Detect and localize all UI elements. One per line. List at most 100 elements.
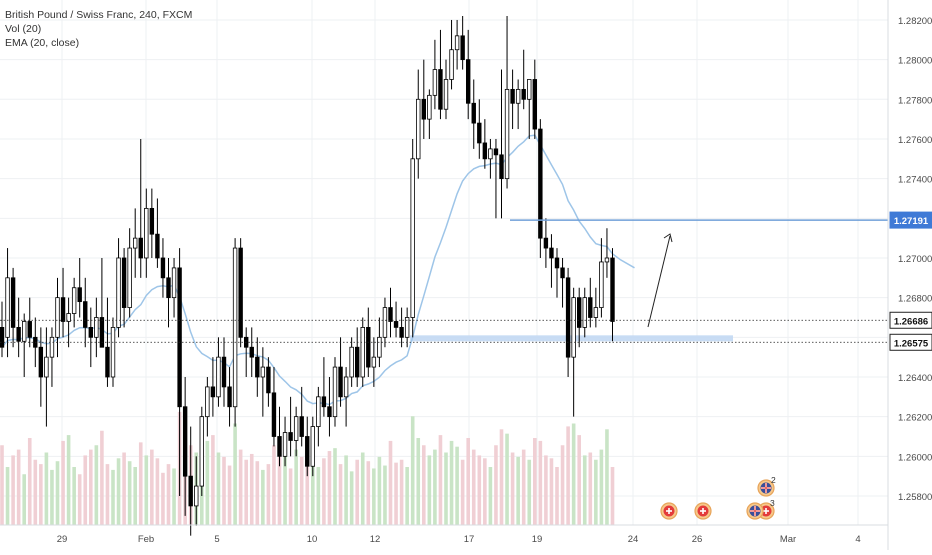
volume-bar — [582, 455, 587, 525]
time-tick-label: 4 — [855, 534, 860, 545]
volume-bar — [0, 445, 4, 525]
volume-bar — [249, 453, 254, 525]
candle-body — [488, 148, 493, 160]
volume-bar — [372, 468, 376, 525]
candle-body — [299, 416, 304, 437]
volume-bar — [516, 456, 520, 525]
candle-body — [221, 356, 227, 388]
volume-bar — [477, 455, 482, 525]
price-tick-label: 1.28000 — [898, 56, 932, 67]
volume-bar — [521, 449, 526, 525]
candle-body — [338, 366, 343, 398]
volume-bar — [410, 416, 415, 525]
volume-bar — [383, 465, 387, 525]
volume-bar — [438, 435, 443, 525]
time-tick-label: 10 — [307, 534, 318, 545]
volume-bar — [305, 462, 310, 525]
candle-body — [593, 307, 599, 318]
candle-body — [577, 297, 582, 328]
candle-body — [504, 88, 510, 180]
time-axis[interactable]: 29 Feb 5 10 12 17 19 24 26 Mar 4 — [0, 524, 888, 545]
volume-bar — [344, 455, 348, 525]
volume-bar — [355, 459, 359, 525]
volume-bar — [322, 458, 326, 525]
candle-body — [404, 317, 410, 338]
candle-body — [288, 432, 293, 441]
volume-bar — [433, 449, 437, 525]
volume-bar — [77, 474, 82, 525]
candle-body — [477, 122, 482, 144]
candle-body — [588, 297, 593, 318]
volume-bar — [172, 468, 176, 525]
volume-bar — [499, 429, 504, 525]
candle-body — [149, 207, 155, 235]
event-count-label: 2 — [771, 475, 776, 485]
candle-body — [171, 267, 177, 299]
candle-body — [316, 396, 321, 427]
price-tick-label: 1.27800 — [898, 95, 932, 106]
candle-body — [44, 356, 49, 378]
volume-bar — [594, 459, 598, 525]
candle-body — [293, 416, 299, 441]
time-tick-label: Feb — [138, 534, 154, 545]
volume-bar — [399, 459, 404, 525]
chart-legend: British Pound / Swiss Franc, 240, FXCM V… — [5, 8, 192, 50]
volume-bar — [150, 449, 154, 525]
price-label-box — [889, 333, 932, 351]
volume-bar — [394, 462, 398, 525]
volume-bar — [266, 464, 271, 525]
candle-body — [432, 69, 438, 96]
candle-body — [421, 98, 426, 120]
candle-body — [610, 257, 615, 322]
legend-ema[interactable]: EMA (20, close) — [5, 37, 80, 49]
legend-volume[interactable]: Vol (20) — [5, 23, 42, 35]
candle-body — [366, 327, 371, 368]
volume-bar — [366, 461, 371, 525]
price-tick-label: 1.26400 — [898, 373, 932, 384]
volume-bar — [16, 449, 21, 525]
volume-bar — [255, 461, 260, 525]
candle-body — [549, 247, 554, 259]
volume-bar — [333, 448, 337, 525]
price-tick-label: 1.28200 — [898, 16, 932, 27]
volume-bar — [416, 438, 421, 525]
volume-bar — [22, 474, 26, 525]
volume-bar — [94, 445, 99, 525]
candle-body — [271, 392, 277, 437]
candle-body — [188, 475, 193, 507]
candle-body — [60, 297, 66, 322]
volume-bar — [72, 467, 76, 525]
volume-bar — [505, 433, 509, 525]
volume-bar — [116, 458, 121, 525]
candle-body — [199, 416, 204, 487]
candle-body — [49, 336, 55, 358]
volume-bar — [377, 456, 382, 525]
candle-body — [538, 128, 543, 239]
price-tick-label: 1.25800 — [898, 492, 932, 503]
candle-body — [110, 327, 116, 378]
candle-body — [465, 59, 471, 104]
event-count-label: 3 — [770, 498, 775, 508]
price-axis[interactable]: 1.282001.280001.278001.276001.274001.272… — [887, 0, 932, 550]
volume-bar — [61, 440, 65, 525]
candle-body — [238, 247, 243, 338]
volume-bar — [111, 469, 115, 525]
volume-bar — [360, 452, 365, 525]
candle-body — [499, 154, 504, 180]
volume-bar — [471, 449, 476, 525]
volume-bar — [238, 449, 243, 525]
candle-body — [510, 88, 515, 104]
volume-bar — [133, 467, 137, 525]
candle-body — [255, 356, 260, 378]
volume-bar — [388, 440, 393, 525]
volume-bar — [100, 430, 104, 525]
time-tick-label: 17 — [464, 534, 475, 545]
volume-bar — [244, 459, 248, 525]
legend-symbol[interactable]: British Pound / Swiss Franc, 240, FXCM — [5, 9, 193, 21]
candle-body — [360, 327, 365, 378]
volume-bar — [27, 438, 32, 525]
candle-body — [105, 346, 110, 378]
candle-body — [194, 485, 199, 507]
